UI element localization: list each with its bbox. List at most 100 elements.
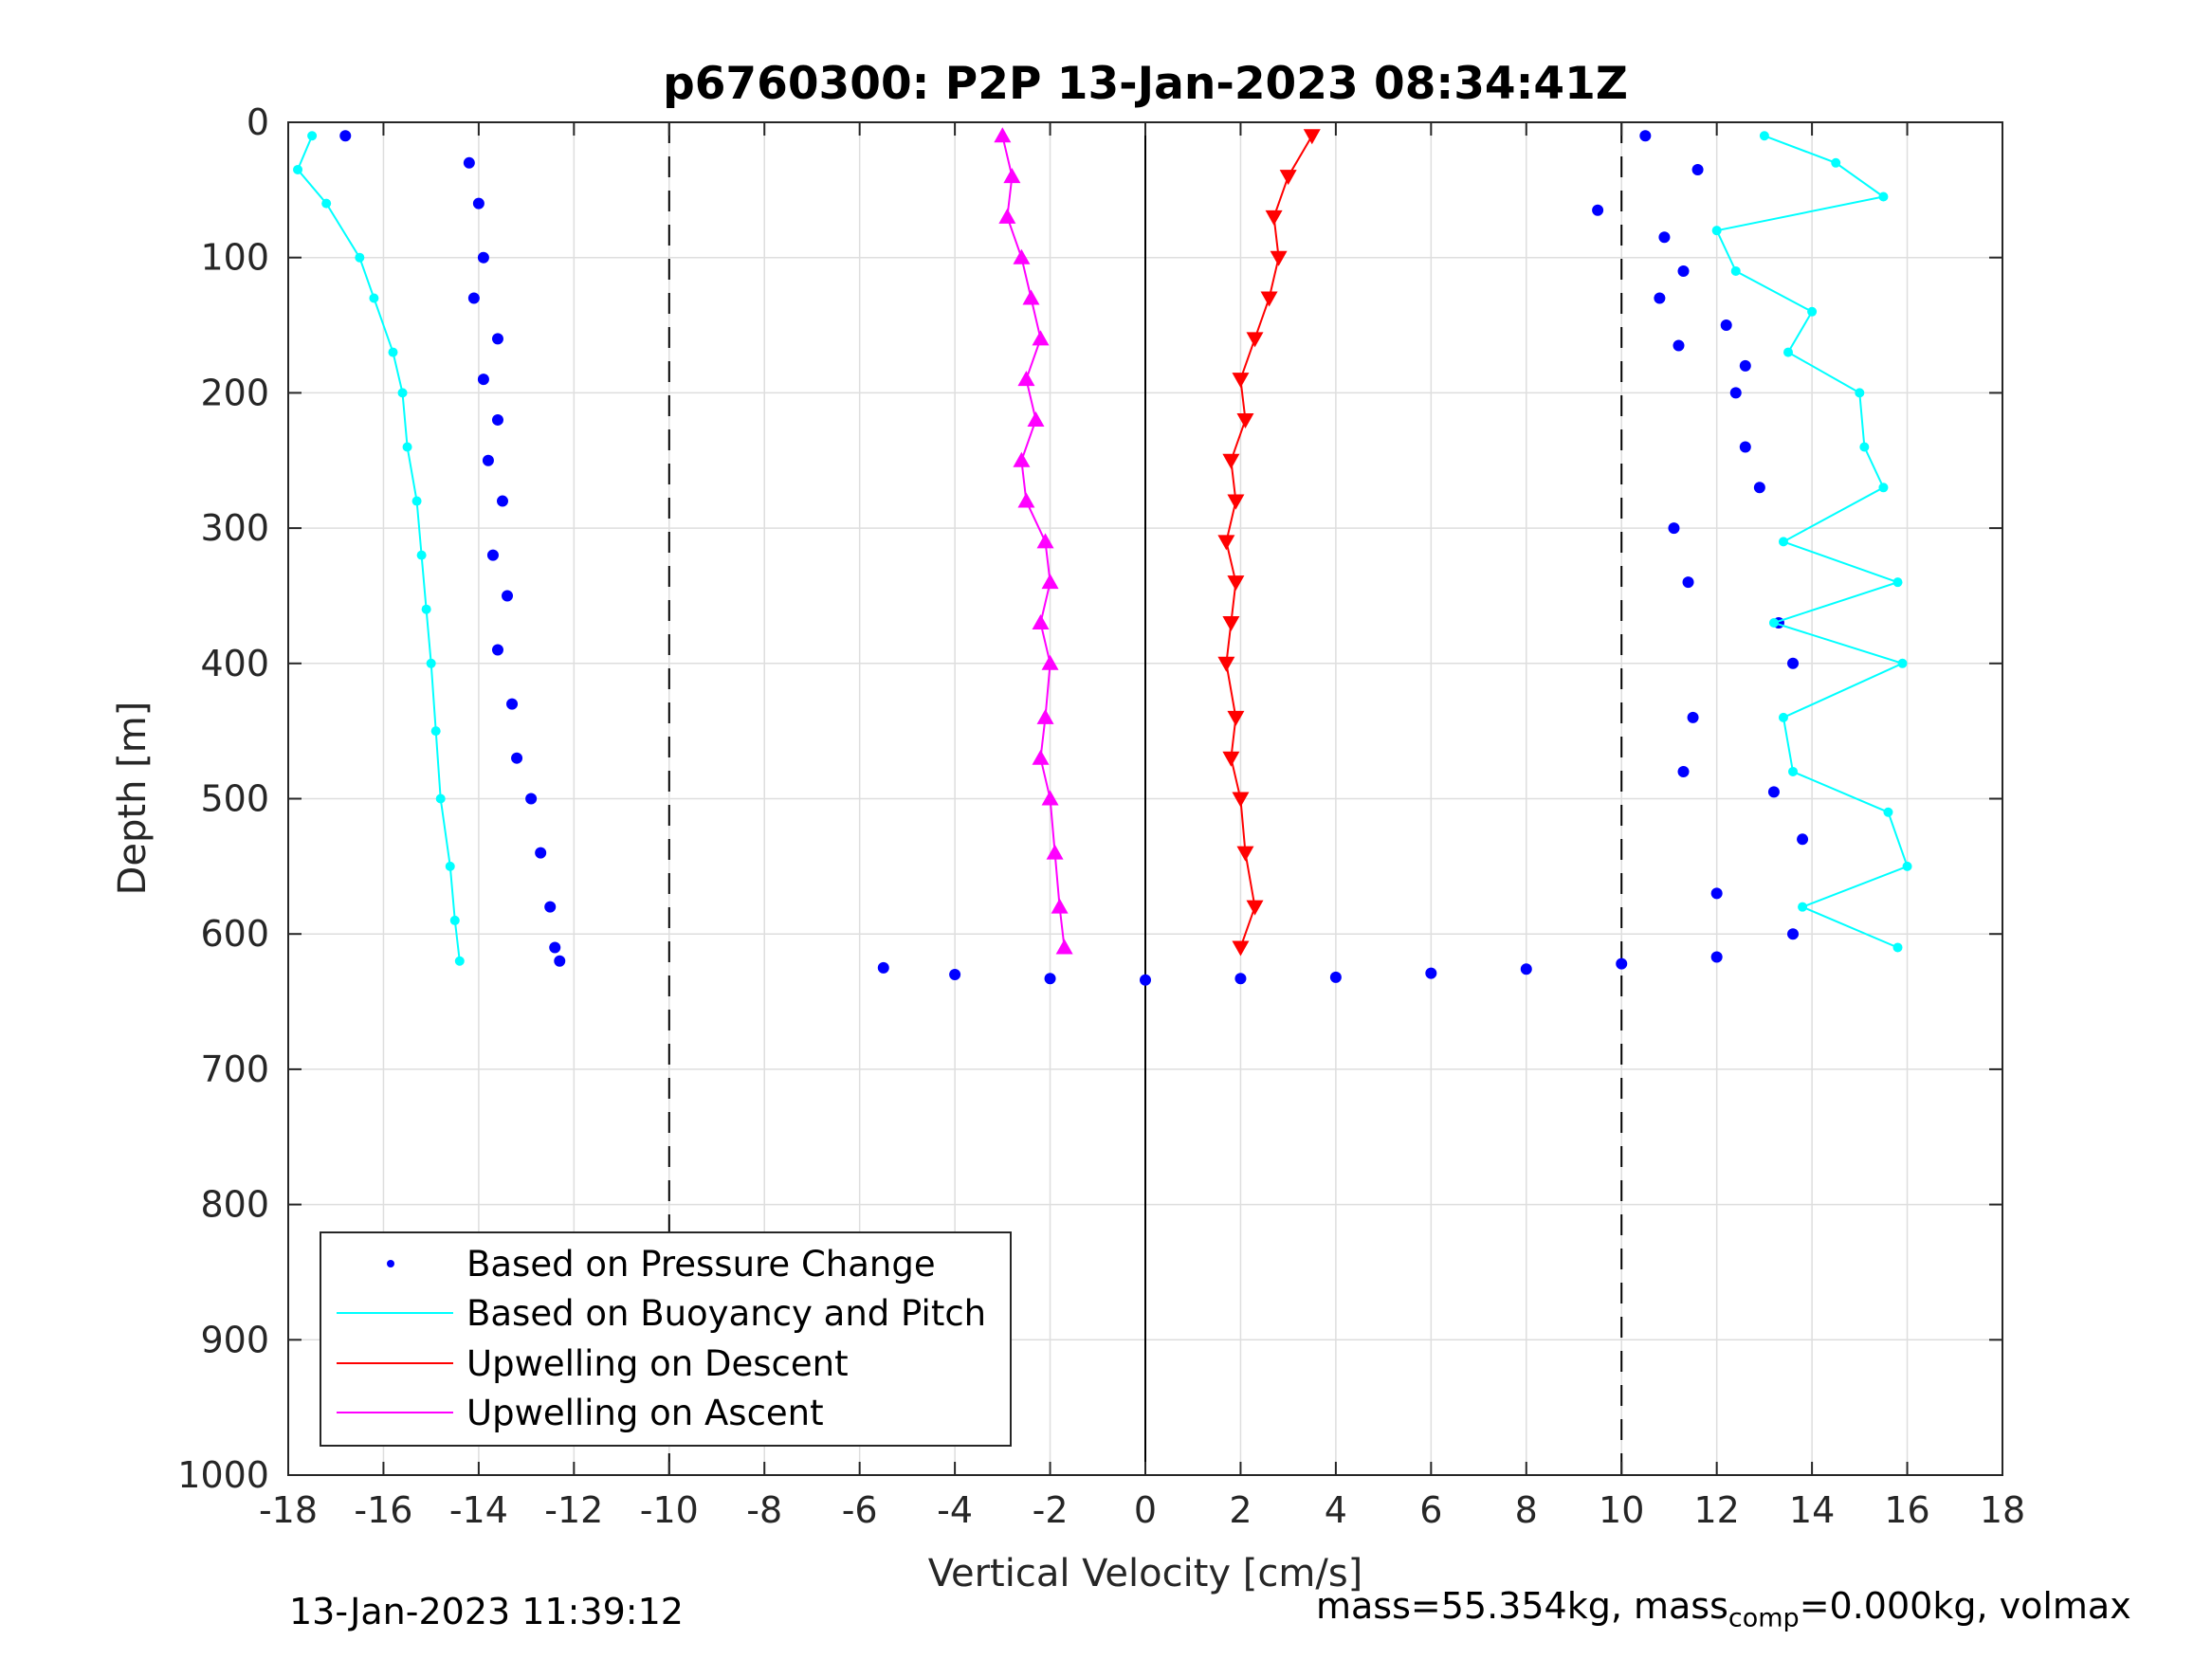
data-point <box>491 413 503 426</box>
data-point <box>1041 574 1059 590</box>
data-point <box>1217 535 1235 551</box>
y-tick-labels: 0 100 200 300 400 500 600 700 800 900 1000 <box>177 101 269 1496</box>
data-point <box>1807 306 1818 317</box>
data-point <box>1222 453 1240 469</box>
data-point <box>1036 708 1054 724</box>
data-point <box>1227 710 1245 726</box>
x-tick-label: -6 <box>842 1489 878 1531</box>
data-point <box>1236 846 1254 862</box>
y-tick-label: 300 <box>200 507 269 549</box>
data-point <box>293 164 303 174</box>
x-tick-label: 4 <box>1325 1489 1347 1531</box>
data-point <box>1658 231 1671 244</box>
data-point <box>454 956 465 966</box>
data-point <box>998 208 1016 224</box>
data-point <box>1855 388 1865 398</box>
data-point <box>1055 939 1073 955</box>
y-tick-label: 600 <box>200 913 269 955</box>
data-point <box>1883 807 1893 817</box>
data-point <box>511 752 523 764</box>
data-point <box>1246 900 1264 916</box>
data-point <box>491 644 503 656</box>
data-point <box>1710 951 1723 963</box>
data-point <box>1041 654 1059 670</box>
data-point <box>1783 347 1793 357</box>
data-point <box>477 251 489 264</box>
data-point <box>1279 170 1297 186</box>
data-point <box>1032 613 1050 629</box>
data-point <box>1046 844 1064 860</box>
data-point <box>497 495 508 507</box>
y-tick-label: 100 <box>200 237 269 279</box>
x-tick-label: 18 <box>1980 1489 2025 1531</box>
footer-timestamp: 13-Jan-2023 11:39:12 <box>289 1591 684 1632</box>
data-point <box>949 969 961 981</box>
data-point <box>445 861 455 871</box>
mass-subscript: comp <box>1728 1603 1800 1633</box>
data-point <box>482 454 494 466</box>
data-point <box>1739 441 1751 453</box>
data-point <box>1260 291 1278 307</box>
data-point <box>1729 387 1742 399</box>
data-point <box>477 374 489 386</box>
series-upwelling-on-ascent <box>994 127 1073 955</box>
x-tick-label: 16 <box>1884 1489 1929 1531</box>
data-point <box>1217 656 1235 672</box>
x-tick-label: -16 <box>354 1489 412 1531</box>
data-point <box>463 156 475 169</box>
data-point <box>1013 248 1031 264</box>
data-point <box>1878 483 1889 493</box>
data-point <box>994 127 1012 143</box>
data-point <box>506 698 519 710</box>
data-point <box>1859 442 1870 452</box>
y-tick-label: 500 <box>200 778 269 820</box>
data-point <box>1022 289 1040 305</box>
x-tick-label: 0 <box>1134 1489 1157 1531</box>
x-tick-label: 2 <box>1229 1489 1252 1531</box>
data-point <box>1797 833 1809 846</box>
axes-frame <box>287 121 2003 1476</box>
series-upwelling-on-descent <box>1217 129 1321 957</box>
data-point <box>1691 163 1704 175</box>
data-point <box>1668 522 1680 535</box>
data-point <box>1616 957 1628 970</box>
y-tick-label: 0 <box>247 101 269 143</box>
chart-title: p6760300: P2P 13-Jan-2023 08:34:41Z <box>663 58 1628 110</box>
data-point <box>1798 902 1808 912</box>
data-point <box>1270 250 1288 266</box>
data-point <box>369 293 379 303</box>
data-point <box>1232 792 1250 808</box>
data-point <box>502 590 514 602</box>
data-point <box>1892 942 1903 953</box>
data-point <box>426 658 436 668</box>
data-point <box>397 388 408 398</box>
y-tick-label: 800 <box>200 1184 269 1226</box>
series-based-on-pressure-change <box>339 130 1809 986</box>
data-point <box>411 496 422 506</box>
legend-marker-pressure <box>387 1260 394 1267</box>
data-point <box>321 198 332 209</box>
data-point <box>525 793 538 805</box>
y-tick-label: 900 <box>200 1319 269 1360</box>
data-point <box>1639 130 1652 142</box>
data-point <box>1234 973 1247 985</box>
data-point <box>1739 359 1751 372</box>
data-point <box>472 197 484 210</box>
series-line-climb <box>1715 135 1909 949</box>
data-point <box>1017 492 1035 508</box>
data-point <box>554 955 566 967</box>
x-tick-label: 12 <box>1693 1489 1739 1531</box>
data-point <box>1673 339 1685 352</box>
mass-prefix: mass=55.354kg, mass <box>1316 1585 1728 1627</box>
x-tick-label: 10 <box>1599 1489 1644 1531</box>
data-point <box>1730 265 1741 276</box>
x-tick-label: -4 <box>937 1489 973 1531</box>
data-point <box>491 333 503 345</box>
data-point <box>1329 971 1342 983</box>
data-point <box>449 915 460 925</box>
data-point <box>1677 765 1690 777</box>
data-point <box>1027 410 1045 427</box>
data-point <box>1787 657 1800 669</box>
data-point <box>1227 494 1245 510</box>
